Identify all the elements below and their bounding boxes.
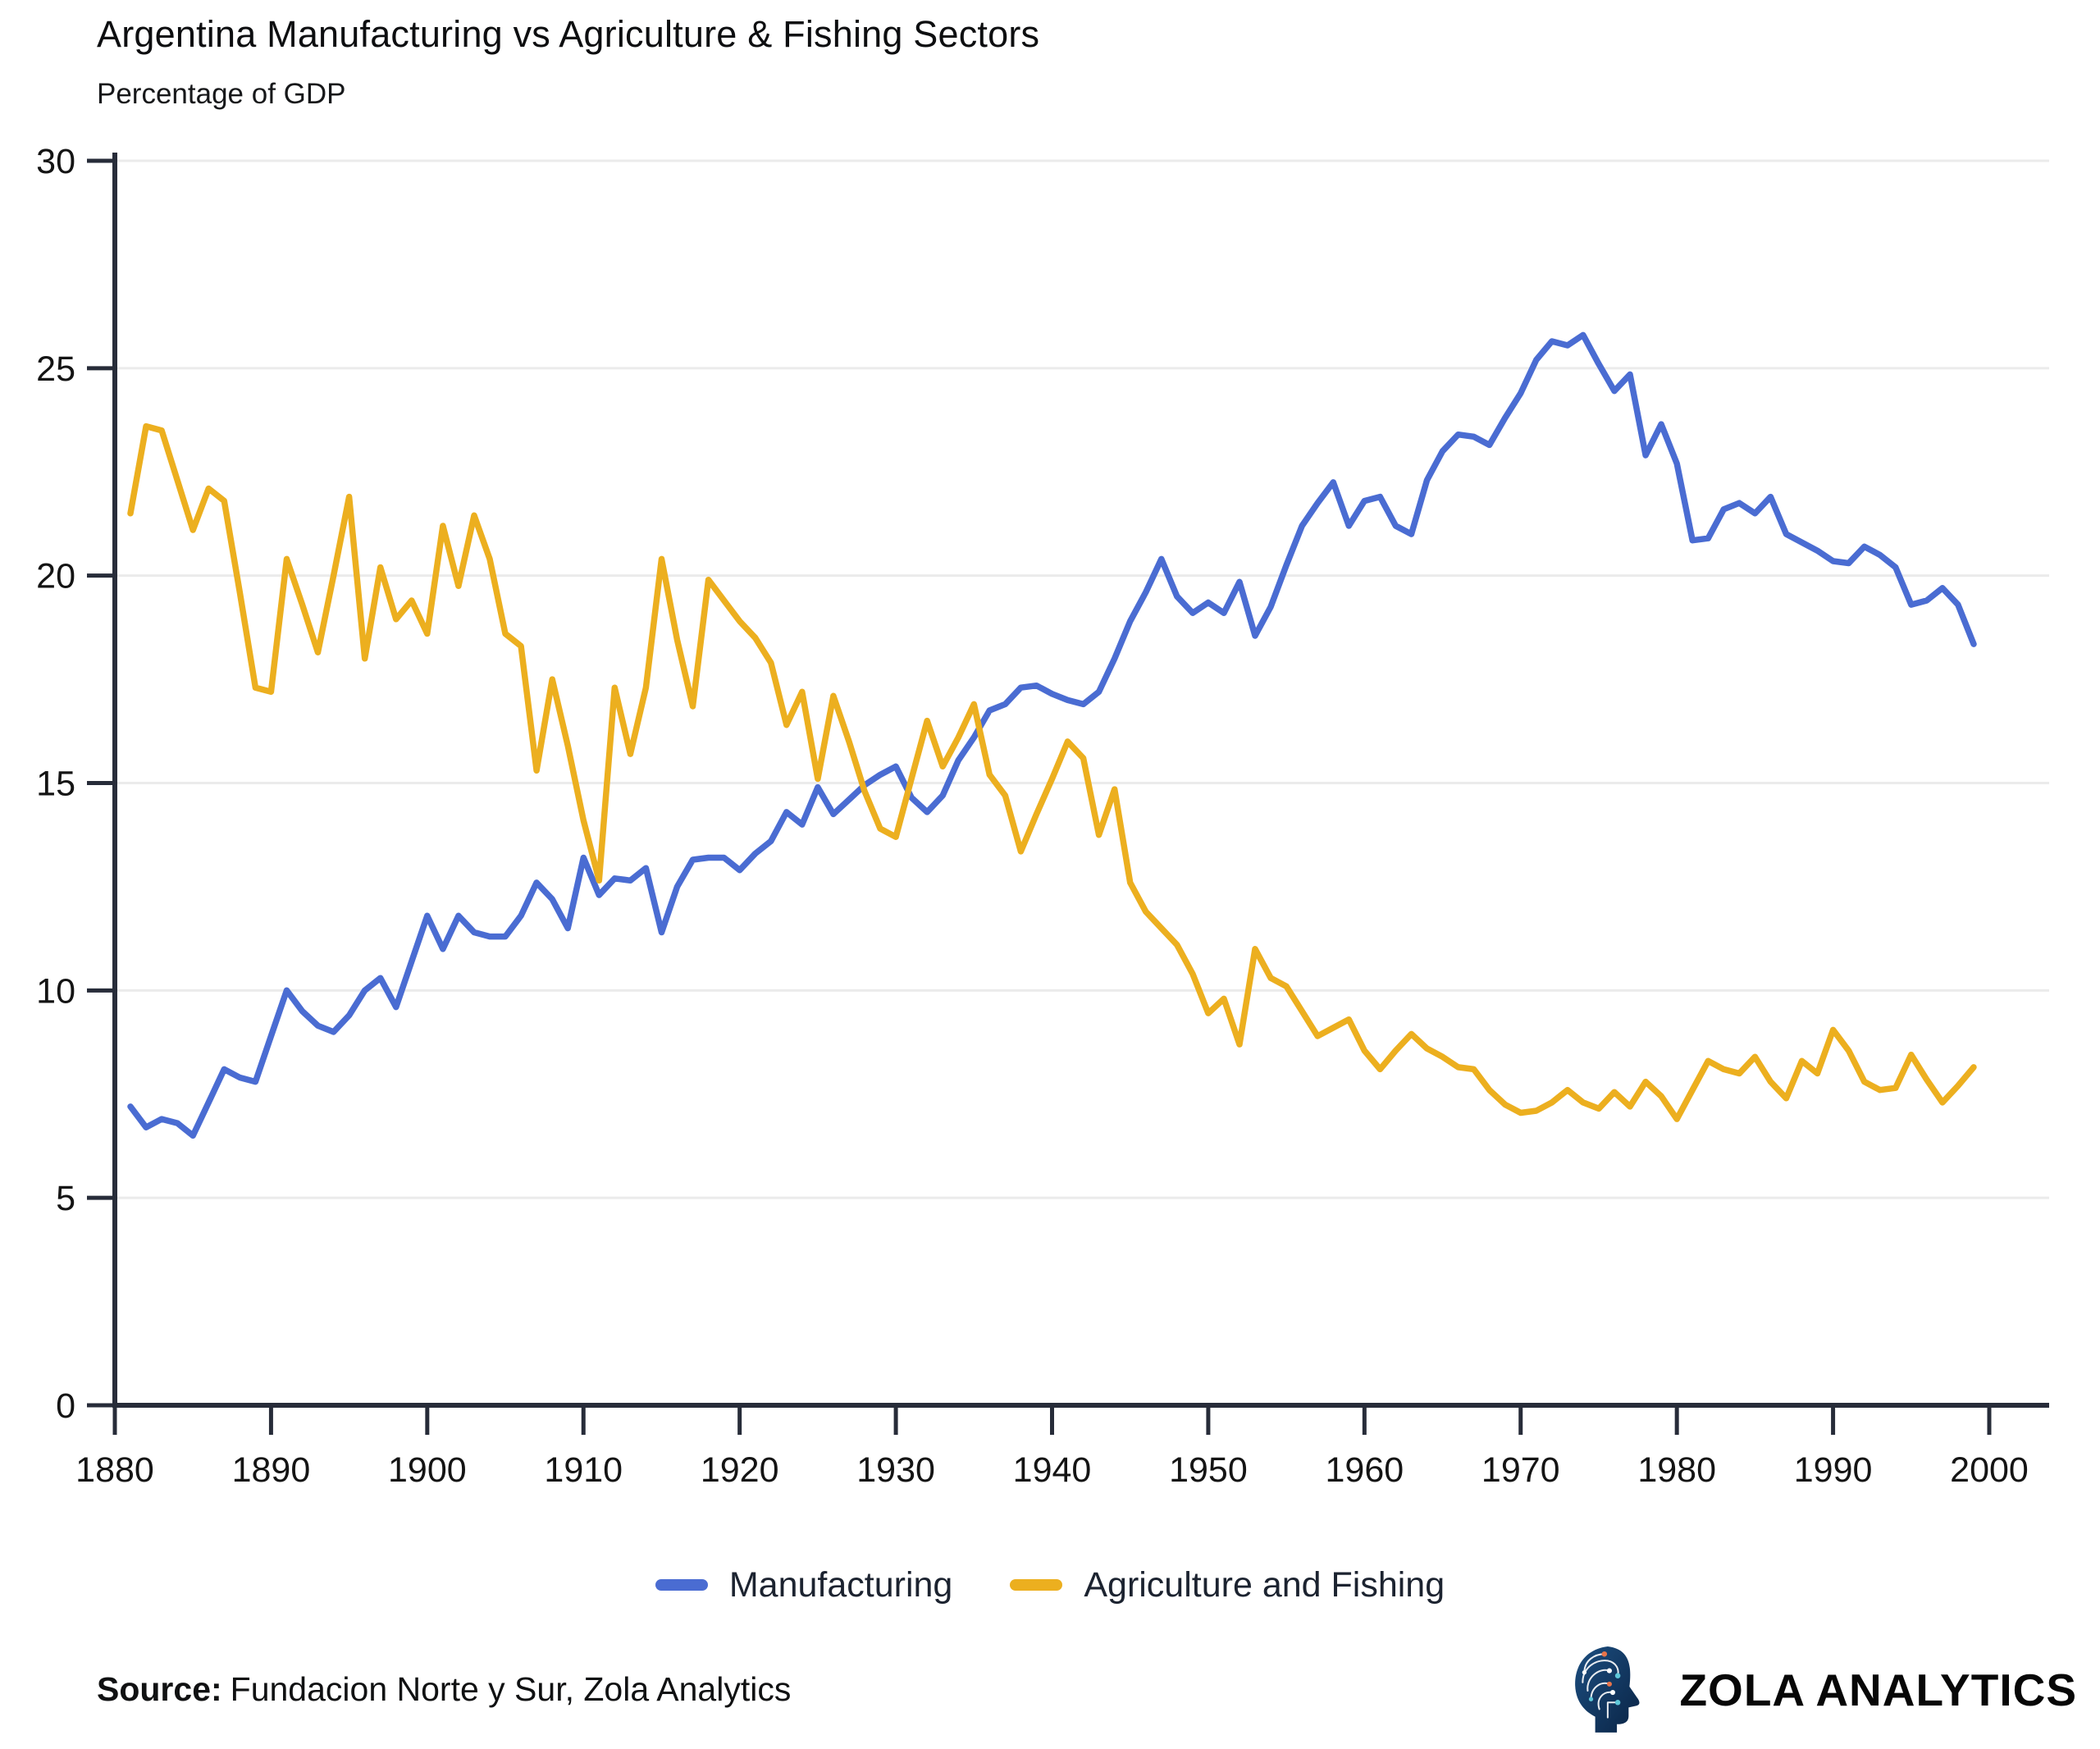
legend-item-manufacturing: Manufacturing bbox=[655, 1564, 953, 1605]
brand-logo: ZOLA ANALYTICS bbox=[1571, 1641, 2085, 1739]
x-tick-label: 1940 bbox=[1013, 1450, 1092, 1490]
x-tick-label: 2000 bbox=[1950, 1450, 2029, 1490]
legend-label-agriculture: Agriculture and Fishing bbox=[1084, 1564, 1445, 1605]
y-tick-label: 20 bbox=[36, 557, 75, 596]
x-tick-label: 1880 bbox=[75, 1450, 154, 1490]
source-note: Source: Fundacion Norte y Sur, Zola Analy… bbox=[97, 1670, 791, 1709]
y-tick-label: 30 bbox=[36, 142, 75, 181]
y-tick-label: 25 bbox=[36, 349, 75, 389]
x-tick-label: 1970 bbox=[1481, 1450, 1560, 1490]
y-tick-label: 0 bbox=[56, 1386, 75, 1426]
series-line-agriculture-and-fishing bbox=[127, 422, 1977, 1122]
brand-name: ZOLA ANALYTICS bbox=[1679, 1665, 2077, 1715]
legend-label-manufacturing: Manufacturing bbox=[728, 1564, 953, 1605]
legend-swatch-agriculture-icon bbox=[1010, 1579, 1063, 1591]
legend-swatch-manufacturing-icon bbox=[655, 1579, 708, 1591]
x-tick-label: 1990 bbox=[1794, 1450, 1873, 1490]
chart-title: Argentina Manufacturing vs Agriculture &… bbox=[97, 13, 1040, 55]
y-tick-label: 10 bbox=[36, 971, 75, 1011]
y-tick-label: 15 bbox=[36, 765, 75, 804]
x-tick-label: 1930 bbox=[856, 1450, 935, 1490]
y-tick-label: 5 bbox=[56, 1179, 75, 1218]
chart-subtitle: Percentage of GDP bbox=[97, 78, 346, 110]
x-tick-label: 1980 bbox=[1637, 1450, 1716, 1490]
x-tick-label: 1920 bbox=[701, 1450, 779, 1490]
brain-circuit-logo-icon bbox=[1575, 1646, 1640, 1733]
legend-item-agriculture: Agriculture and Fishing bbox=[1010, 1565, 1445, 1605]
source-label: Source: bbox=[97, 1670, 222, 1708]
source-text: Fundacion Norte y Sur, Zola Analytics bbox=[230, 1670, 792, 1708]
x-tick-label: 1900 bbox=[388, 1450, 467, 1490]
x-tick-label: 1910 bbox=[544, 1450, 623, 1490]
x-tick-label: 1890 bbox=[232, 1450, 311, 1490]
chart-legend: Manufacturing Agriculture and Fishing bbox=[0, 1552, 2100, 1618]
x-tick-label: 1960 bbox=[1325, 1450, 1404, 1490]
series-line-manufacturing bbox=[127, 331, 1977, 1139]
x-tick-label: 1950 bbox=[1169, 1450, 1248, 1490]
